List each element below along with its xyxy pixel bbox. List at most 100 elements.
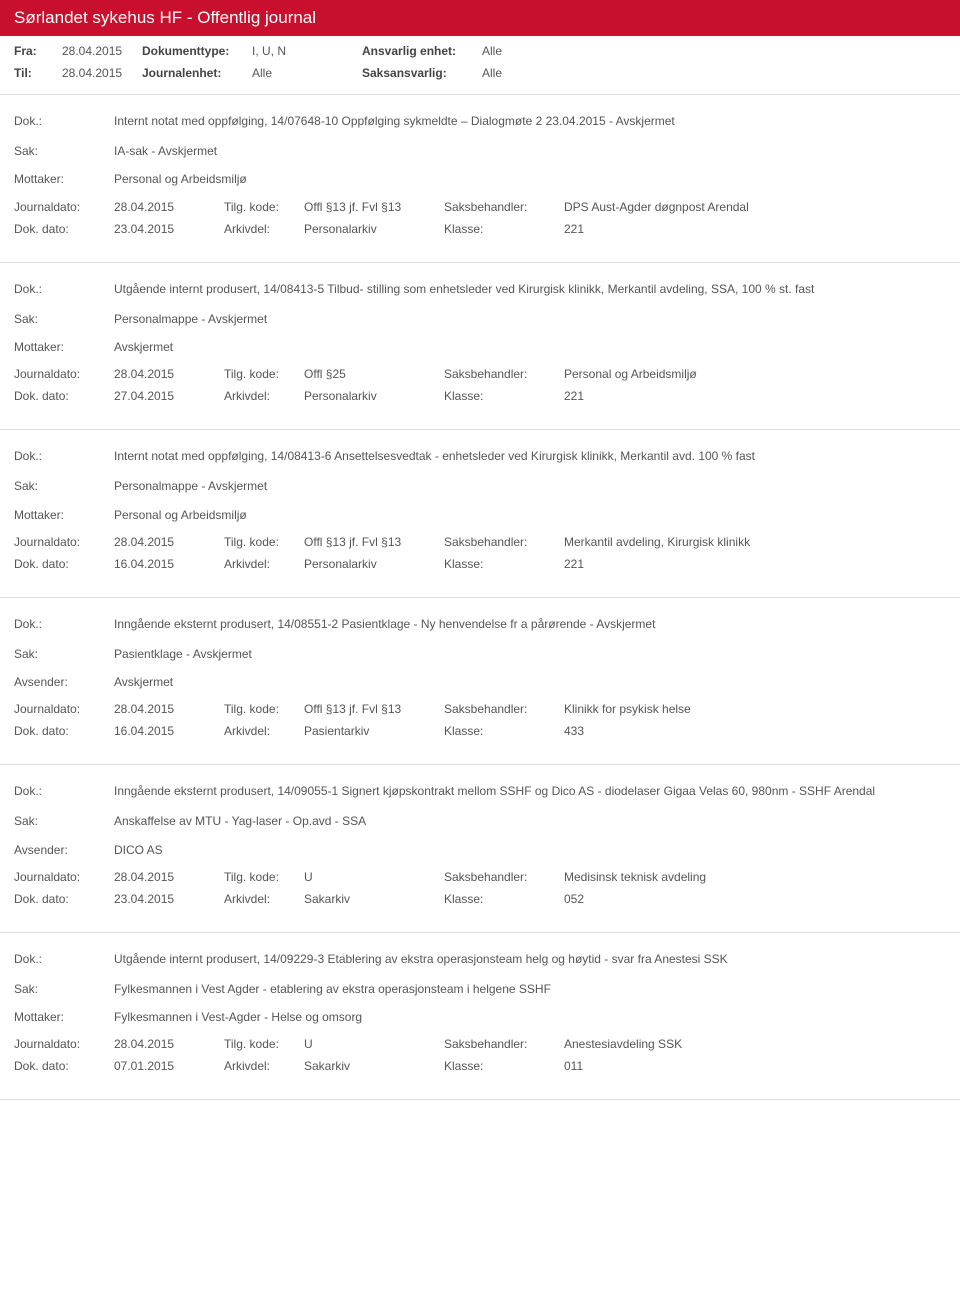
sak-row: Sak:Fylkesmannen i Vest Agder - etableri…	[14, 981, 946, 997]
tilgkode-value: Offl §13 jf. Fvl §13	[304, 702, 444, 716]
journal-entry: Dok.:Utgående internt produsert, 14/0841…	[0, 263, 960, 431]
sak-value: Anskaffelse av MTU - Yag-laser - Op.avd …	[114, 813, 946, 829]
sak-row: Sak:Pasientklage - Avskjermet	[14, 646, 946, 662]
dokdato-label: Dok. dato:	[14, 1059, 114, 1073]
saksansvarlig-value: Alle	[482, 66, 502, 80]
tilgkode-value: Offl §13 jf. Fvl §13	[304, 535, 444, 549]
journaldato-value: 28.04.2015	[114, 1037, 224, 1051]
party-value: DICO AS	[114, 842, 946, 858]
tilgkode-label: Tilg. kode:	[224, 1037, 304, 1051]
dokdato-value: 16.04.2015	[114, 724, 224, 738]
arkivdel-value: Personalarkiv	[304, 222, 444, 236]
dok-label: Dok.:	[14, 951, 114, 967]
journaldato-value: 28.04.2015	[114, 200, 224, 214]
party-row: Mottaker:Personal og Arbeidsmiljø	[14, 507, 946, 523]
meta-row-1: Journaldato:28.04.2015Tilg. kode:USaksbe…	[14, 1037, 946, 1051]
tilgkode-value: Offl §25	[304, 367, 444, 381]
dokdato-value: 16.04.2015	[114, 557, 224, 571]
klasse-label: Klasse:	[444, 557, 564, 571]
tilgkode-value: U	[304, 1037, 444, 1051]
arkivdel-value: Pasientarkiv	[304, 724, 444, 738]
sak-label: Sak:	[14, 813, 114, 829]
fra-label: Fra:	[14, 44, 62, 58]
page-header: Sørlandet sykehus HF - Offentlig journal	[0, 0, 960, 36]
dok-row: Dok.:Utgående internt produsert, 14/0922…	[14, 951, 946, 967]
klasse-value: 221	[564, 222, 946, 236]
sak-value: IA-sak - Avskjermet	[114, 143, 946, 159]
journaldato-label: Journaldato:	[14, 1037, 114, 1051]
dokdato-label: Dok. dato:	[14, 222, 114, 236]
meta-row-1: Journaldato:28.04.2015Tilg. kode:Offl §1…	[14, 200, 946, 214]
journaldato-value: 28.04.2015	[114, 367, 224, 381]
dokdato-value: 07.01.2015	[114, 1059, 224, 1073]
dok-label: Dok.:	[14, 448, 114, 464]
arkivdel-value: Personalarkiv	[304, 389, 444, 403]
dok-label: Dok.:	[14, 616, 114, 632]
sak-label: Sak:	[14, 478, 114, 494]
party-row: Mottaker:Avskjermet	[14, 339, 946, 355]
til-label: Til:	[14, 66, 62, 80]
arkivdel-value: Personalarkiv	[304, 557, 444, 571]
party-label: Mottaker:	[14, 507, 114, 523]
klasse-value: 052	[564, 892, 946, 906]
meta-row-2: Dok. dato:16.04.2015Arkivdel:Pasientarki…	[14, 724, 946, 738]
dok-value: Inngående eksternt produsert, 14/09055-1…	[114, 783, 946, 799]
saksbehandler-value: Merkantil avdeling, Kirurgisk klinikk	[564, 535, 946, 549]
dok-value: Inngående eksternt produsert, 14/08551-2…	[114, 616, 946, 632]
party-label: Mottaker:	[14, 339, 114, 355]
party-value: Personal og Arbeidsmiljø	[114, 507, 946, 523]
meta-row-2: Dok. dato:07.01.2015Arkivdel:SakarkivKla…	[14, 1059, 946, 1073]
journaldato-value: 28.04.2015	[114, 702, 224, 716]
saksbehandler-value: Klinikk for psykisk helse	[564, 702, 946, 716]
dok-value: Internt notat med oppfølging, 14/07648-1…	[114, 113, 946, 129]
dok-label: Dok.:	[14, 281, 114, 297]
dokdato-label: Dok. dato:	[14, 389, 114, 403]
dokdato-label: Dok. dato:	[14, 557, 114, 571]
dokdato-label: Dok. dato:	[14, 724, 114, 738]
party-label: Avsender:	[14, 842, 114, 858]
sak-label: Sak:	[14, 143, 114, 159]
saksbehandler-value: Anestesiavdeling SSK	[564, 1037, 946, 1051]
dokdato-value: 23.04.2015	[114, 892, 224, 906]
dok-label: Dok.:	[14, 113, 114, 129]
dokdato-value: 27.04.2015	[114, 389, 224, 403]
sak-label: Sak:	[14, 646, 114, 662]
klasse-label: Klasse:	[444, 1059, 564, 1073]
klasse-value: 433	[564, 724, 946, 738]
party-row: Avsender:DICO AS	[14, 842, 946, 858]
dokumenttype-label: Dokumenttype:	[142, 44, 252, 58]
arkivdel-label: Arkivdel:	[224, 389, 304, 403]
journalenhet-label: Journalenhet:	[142, 66, 252, 80]
klasse-value: 221	[564, 557, 946, 571]
meta-row-2: Dok. dato:23.04.2015Arkivdel:SakarkivKla…	[14, 892, 946, 906]
tilgkode-label: Tilg. kode:	[224, 535, 304, 549]
page-title: Sørlandet sykehus HF - Offentlig journal	[14, 8, 316, 27]
dok-row: Dok.:Internt notat med oppfølging, 14/07…	[14, 113, 946, 129]
ansvarlig-enhet-label: Ansvarlig enhet:	[362, 44, 482, 58]
journal-entry: Dok.:Internt notat med oppfølging, 14/08…	[0, 430, 960, 598]
meta-row-1: Journaldato:28.04.2015Tilg. kode:USaksbe…	[14, 870, 946, 884]
saksbehandler-label: Saksbehandler:	[444, 367, 564, 381]
dok-row: Dok.:Inngående eksternt produsert, 14/08…	[14, 616, 946, 632]
meta-row-1: Journaldato:28.04.2015Tilg. kode:Offl §2…	[14, 367, 946, 381]
party-value: Avskjermet	[114, 339, 946, 355]
klasse-label: Klasse:	[444, 389, 564, 403]
party-label: Avsender:	[14, 674, 114, 690]
klasse-label: Klasse:	[444, 222, 564, 236]
filter-row: Til: 28.04.2015 Journalenhet: Alle Saksa…	[14, 66, 946, 80]
ansvarlig-enhet-value: Alle	[482, 44, 502, 58]
sak-value: Personalmappe - Avskjermet	[114, 478, 946, 494]
tilgkode-value: Offl §13 jf. Fvl §13	[304, 200, 444, 214]
meta-row-2: Dok. dato:27.04.2015Arkivdel:Personalark…	[14, 389, 946, 403]
arkivdel-value: Sakarkiv	[304, 1059, 444, 1073]
sak-value: Fylkesmannen i Vest Agder - etablering a…	[114, 981, 946, 997]
saksbehandler-value: DPS Aust-Agder døgnpost Arendal	[564, 200, 946, 214]
saksbehandler-value: Medisinsk teknisk avdeling	[564, 870, 946, 884]
sak-value: Personalmappe - Avskjermet	[114, 311, 946, 327]
arkivdel-label: Arkivdel:	[224, 557, 304, 571]
klasse-label: Klasse:	[444, 892, 564, 906]
meta-row-2: Dok. dato:16.04.2015Arkivdel:Personalark…	[14, 557, 946, 571]
dok-value: Utgående internt produsert, 14/09229-3 E…	[114, 951, 946, 967]
saksbehandler-label: Saksbehandler:	[444, 1037, 564, 1051]
arkivdel-label: Arkivdel:	[224, 222, 304, 236]
